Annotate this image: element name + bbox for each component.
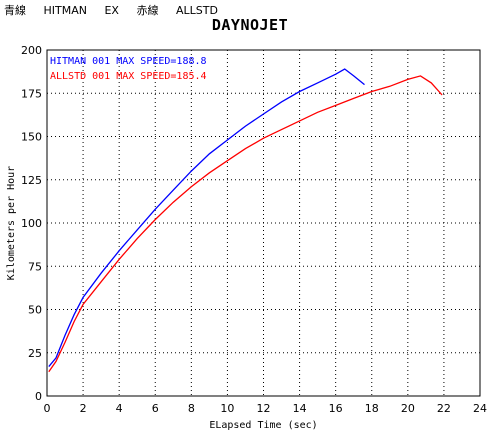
- chart-title: DAYNOJET: [211, 16, 289, 34]
- series-line: [48, 75, 443, 373]
- top-legend: 青線 HITMAN EX 赤線 ALLSTD: [4, 2, 232, 18]
- x-tick-label: 6: [152, 402, 159, 415]
- x-tick-label: 14: [293, 402, 307, 415]
- x-tick-label: 24: [473, 402, 487, 415]
- series-legend: HITMAN 001 MAX SPEED=188.8 ALLSTD 001 MAX…: [50, 56, 207, 82]
- y-tick-label: 175: [21, 87, 42, 100]
- grid: [47, 50, 480, 396]
- x-axis-label: ELapsed Time (sec): [209, 420, 317, 431]
- plot-frame: [46, 49, 481, 397]
- y-tick-label: 150: [21, 131, 42, 144]
- blue-line-label: 青線: [4, 4, 26, 17]
- x-tick-label: 10: [220, 402, 234, 415]
- blue-series-name: HITMAN: [43, 4, 87, 17]
- y-axis-label: Kilometers per Hour: [6, 166, 17, 280]
- y-tick-label: 125: [21, 174, 42, 187]
- x-tick-label: 16: [329, 402, 343, 415]
- y-tick-label: 75: [28, 260, 42, 273]
- blue-series-suffix: EX: [104, 4, 119, 17]
- red-line-label: 赤線: [136, 4, 159, 17]
- legend-entry: ALLSTD 001 MAX SPEED=185.4: [50, 71, 207, 82]
- series-line: [48, 68, 365, 368]
- x-tick-label: 18: [365, 402, 379, 415]
- x-tick-label: 8: [188, 402, 195, 415]
- x-tick-label: 12: [257, 402, 271, 415]
- series-lines: [48, 68, 443, 373]
- x-tick-label: 4: [116, 402, 123, 415]
- y-tick-label: 0: [35, 390, 42, 403]
- y-tick-label: 200: [21, 44, 42, 57]
- x-tick-label: 0: [44, 402, 51, 415]
- red-series-name: ALLSTD: [175, 4, 218, 17]
- y-tick-label: 25: [28, 347, 42, 360]
- x-tick-label: 20: [401, 402, 415, 415]
- x-tick-label: 2: [80, 402, 87, 415]
- tick-labels: 0 2 4 6 8 10 12 14 16 18 20 22 240255075100125150175…: [21, 44, 487, 415]
- y-tick-label: 50: [28, 304, 42, 317]
- y-tick-label: 100: [21, 217, 42, 230]
- x-tick-label: 22: [437, 402, 451, 415]
- legend-entry: HITMAN 001 MAX SPEED=188.8: [50, 56, 207, 67]
